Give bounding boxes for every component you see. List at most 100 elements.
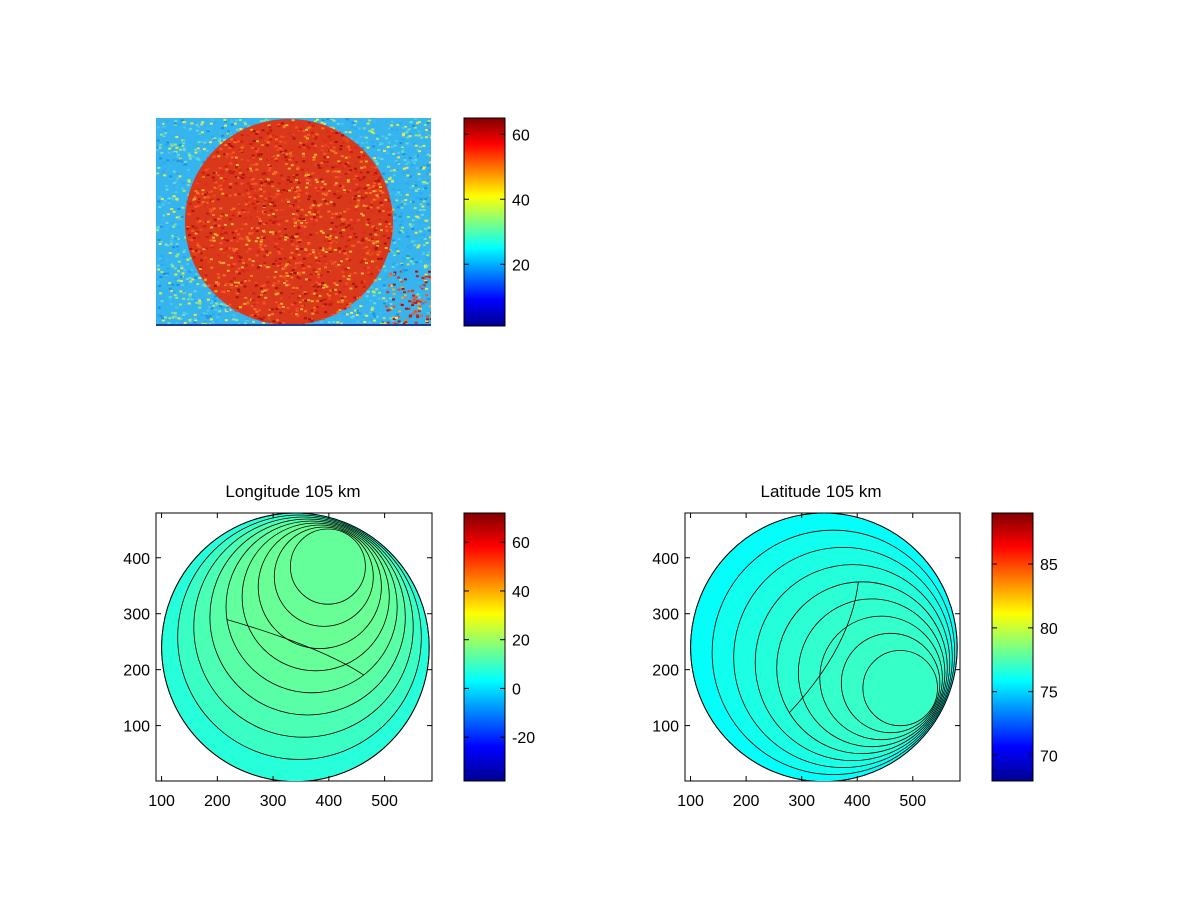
noise-speck <box>428 218 431 221</box>
noise-speck <box>250 232 254 235</box>
noise-speck <box>426 203 430 206</box>
noise-speck <box>330 130 334 133</box>
noise-speck <box>196 188 200 191</box>
noise-speck <box>279 151 283 153</box>
noise-speck <box>276 319 279 322</box>
noise-speck <box>375 134 379 137</box>
noise-speck <box>419 179 422 182</box>
noise-speck <box>175 186 179 189</box>
noise-speck <box>202 161 206 163</box>
noise-speck <box>329 250 333 253</box>
noise-speck <box>307 179 311 182</box>
noise-speck <box>411 219 415 222</box>
noise-speck <box>195 123 199 126</box>
noise-speck <box>362 285 366 288</box>
noise-speck <box>328 236 332 239</box>
noise-speck <box>244 296 248 299</box>
noise-speck <box>363 187 367 190</box>
noise-speck <box>368 187 371 190</box>
noise-speck <box>325 248 329 251</box>
noise-speck <box>390 150 393 153</box>
noise-speck <box>268 310 272 313</box>
noise-speck <box>277 304 281 307</box>
noise-speck <box>424 187 428 190</box>
noise-speck <box>299 262 303 265</box>
noise-speck <box>223 138 226 141</box>
noise-speck <box>354 163 358 165</box>
noise-speck <box>392 283 396 286</box>
noise-speck <box>344 162 348 165</box>
noise-speck <box>275 287 279 289</box>
noise-speck <box>319 321 323 324</box>
noise-speck <box>413 207 417 210</box>
noise-speck <box>426 173 430 175</box>
noise-speck <box>373 302 377 305</box>
noise-speck <box>311 124 315 127</box>
colorbar-3-gradient <box>991 512 1034 782</box>
noise-speck <box>268 165 272 168</box>
image-noise <box>156 118 431 326</box>
noise-speck <box>304 299 308 302</box>
noise-speck <box>359 171 363 174</box>
noise-speck <box>281 305 285 308</box>
noise-speck <box>172 316 176 319</box>
disk-noise <box>186 119 395 326</box>
noise-speck <box>244 216 248 219</box>
noise-speck <box>408 300 412 303</box>
noise-speck <box>213 299 217 302</box>
noise-speck <box>175 322 179 325</box>
noise-speck <box>236 176 240 179</box>
noise-speck <box>428 256 431 259</box>
noise-speck <box>304 172 308 175</box>
noise-speck <box>361 280 365 283</box>
noise-speck <box>405 131 409 134</box>
noise-speck <box>357 156 361 159</box>
noise-speck <box>427 169 431 172</box>
noise-speck <box>328 183 332 186</box>
noise-speck <box>380 287 384 289</box>
noise-speck <box>376 245 379 248</box>
noise-speck <box>325 202 329 205</box>
noise-speck <box>290 209 294 212</box>
noise-speck <box>189 247 193 250</box>
noise-speck <box>300 304 304 307</box>
noise-speck <box>225 153 229 156</box>
noise-speck <box>259 293 263 296</box>
noise-speck <box>302 218 306 220</box>
noise-speck <box>271 232 275 235</box>
noise-speck <box>188 296 192 298</box>
noise-speck <box>333 248 337 251</box>
noise-speck <box>156 139 160 142</box>
contour-band <box>862 650 938 727</box>
noise-speck <box>254 209 258 212</box>
noise-speck <box>399 193 403 196</box>
noise-speck <box>372 185 376 188</box>
noise-speck <box>417 188 421 190</box>
noise-speck <box>274 259 278 262</box>
noise-speck <box>190 325 194 326</box>
noise-speck <box>330 216 334 219</box>
x-tick-label: 100 <box>677 793 704 810</box>
noise-speck <box>323 200 327 203</box>
noise-speck <box>295 173 299 176</box>
noise-speck <box>228 141 231 144</box>
noise-speck <box>279 311 283 314</box>
noise-speck <box>401 146 404 149</box>
noise-speck <box>396 123 400 126</box>
noise-speck <box>164 243 168 246</box>
noise-speck <box>388 269 392 272</box>
noise-speck <box>284 236 288 238</box>
noise-speck <box>303 135 307 138</box>
noise-speck <box>227 143 231 145</box>
noise-speck <box>218 137 222 140</box>
noise-speck <box>263 244 267 247</box>
noise-speck <box>160 191 164 194</box>
noise-speck <box>426 254 430 257</box>
noise-speck <box>354 170 358 173</box>
noise-speck <box>175 236 179 239</box>
noise-speck <box>220 233 224 236</box>
noise-speck <box>319 203 323 206</box>
noise-speck <box>212 194 216 197</box>
noise-speck <box>204 314 208 317</box>
